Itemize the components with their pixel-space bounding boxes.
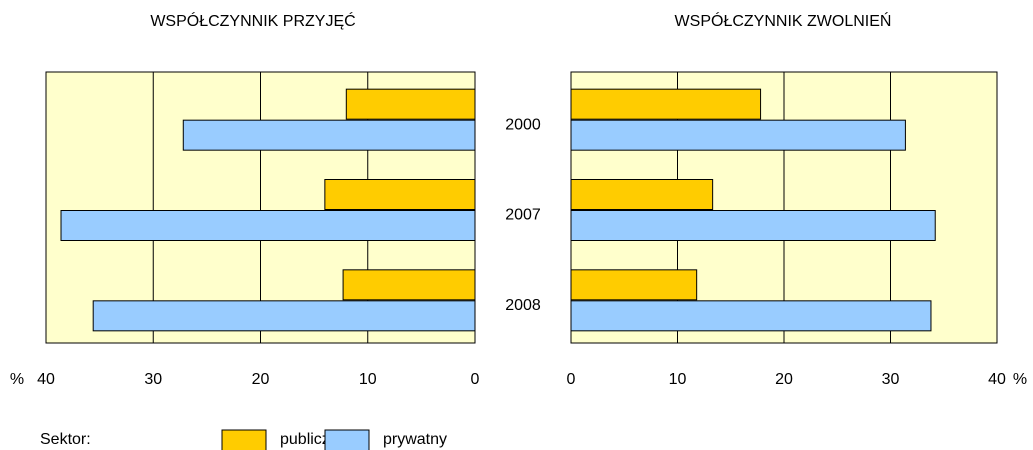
bar (570, 119, 906, 151)
x-tick-label: 10 (669, 371, 687, 388)
legend-swatch (221, 429, 267, 450)
x-axis-label: % (10, 371, 24, 388)
bar (570, 179, 714, 210)
chart-title: WSPÓŁCZYNNIK PRZYJĘĆ (150, 11, 355, 30)
bar (570, 269, 698, 301)
legend-title: Sektor: (40, 431, 91, 448)
bar (324, 179, 476, 210)
bar (182, 119, 476, 151)
category-label: 2000 (505, 116, 541, 133)
x-axis-label: % (1013, 371, 1027, 388)
category-label: 2008 (505, 297, 541, 314)
bar (570, 88, 762, 120)
x-tick-label: 10 (359, 371, 377, 388)
bar (60, 210, 476, 241)
plot-border (45, 71, 476, 344)
bar (345, 88, 476, 120)
legend-label: prywatny (383, 431, 447, 448)
x-tick-label: 40 (37, 371, 55, 388)
x-tick-label: 0 (471, 371, 480, 388)
x-tick-label: 40 (988, 371, 1006, 388)
bar (92, 300, 476, 332)
x-tick-label: 20 (252, 371, 270, 388)
bar (342, 269, 476, 301)
chart-title: WSPÓŁCZYNNIK ZWOLNIEŃ (675, 11, 892, 30)
category-label: 2007 (505, 207, 541, 224)
x-tick-label: 20 (775, 371, 793, 388)
plot-border (570, 71, 998, 344)
bar (570, 210, 936, 241)
x-tick-label: 30 (882, 371, 900, 388)
bar (570, 300, 932, 332)
x-tick-label: 0 (567, 371, 576, 388)
legend-swatch (324, 429, 370, 450)
x-tick-label: 30 (144, 371, 162, 388)
